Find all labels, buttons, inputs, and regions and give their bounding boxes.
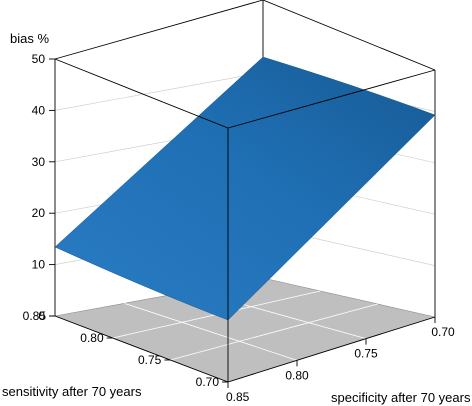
y-tick-label: 0.85 [226, 390, 250, 404]
x-tick-label: 0.80 [80, 331, 104, 345]
z-axis-label: bias % [10, 31, 49, 46]
x-tick-label: 0.85 [23, 309, 47, 323]
z-tick-label: 40 [32, 103, 46, 117]
x-tick-label: 0.75 [138, 353, 162, 367]
x-axis-ticks: 0.85 0.80 0.75 0.70 [23, 309, 228, 389]
z-tick-label: 10 [32, 258, 46, 272]
floor-grid-line [124, 302, 298, 361]
z-axis-ticks: 0 10 20 30 40 50 [32, 52, 55, 323]
bias-surface [54, 56, 436, 321]
z-tick-label: 50 [32, 52, 46, 66]
y-axis-ticks: 0.85 0.80 0.75 0.70 [226, 317, 455, 404]
z-tick-label: 0 [38, 309, 45, 323]
y-tick-label: 0.80 [285, 368, 309, 382]
y-tick-label: 0.70 [431, 325, 455, 339]
y-tick-label: 0.75 [354, 347, 378, 361]
back-grid-line [54, 72, 264, 111]
x-tick-label: 0.70 [196, 375, 220, 389]
z-tick-label: 30 [32, 155, 46, 169]
x-axis-label: sensitivity after 70 years [2, 384, 142, 399]
z-tick-label: 20 [32, 206, 46, 220]
floor-grid-line [170, 303, 378, 361]
y-axis-label: specificity after 70 years [331, 390, 471, 405]
front-box-edges [54, 58, 436, 383]
